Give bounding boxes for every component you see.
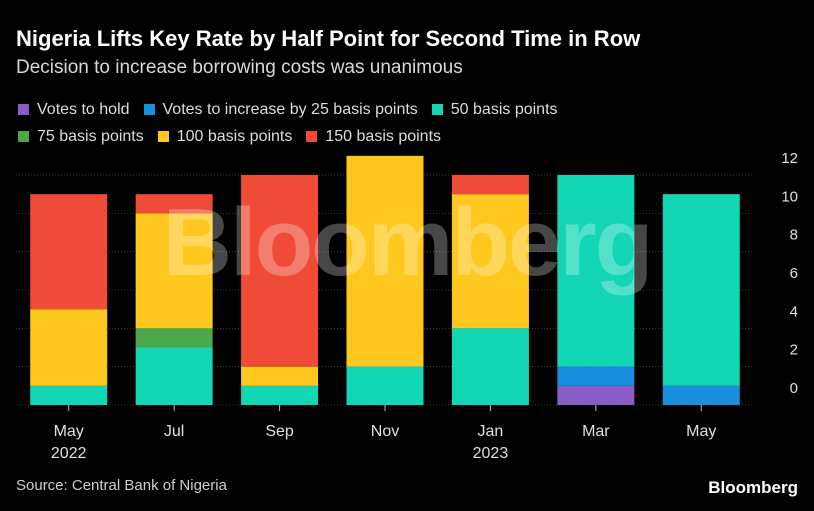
legend-label: 75 basis points bbox=[37, 127, 144, 145]
x-tick-label: Jan bbox=[478, 423, 504, 440]
x-tick-label: Sep bbox=[265, 423, 294, 440]
bar-segment bbox=[662, 385, 740, 405]
legend-item: 75 basis points bbox=[18, 128, 144, 146]
bar-segment bbox=[557, 385, 635, 405]
chart-subtitle: Decision to increase borrowing costs was… bbox=[16, 57, 463, 78]
y-tick-label: 12 bbox=[781, 150, 798, 167]
bar-segment bbox=[557, 175, 635, 367]
y-axis-ticks: 0 2 4 6 8 10 12 bbox=[781, 150, 798, 397]
bar-segment bbox=[135, 194, 213, 214]
bar-segment bbox=[30, 385, 108, 405]
bar-segment bbox=[557, 366, 635, 386]
y-tick-label: 2 bbox=[790, 342, 798, 359]
x-tick-label: Mar bbox=[582, 423, 610, 440]
x-tick-label: Nov bbox=[371, 423, 399, 440]
bar-segment bbox=[451, 194, 529, 329]
y-tick-label: 4 bbox=[790, 303, 798, 320]
bar-segment bbox=[135, 347, 213, 405]
legend-swatch bbox=[18, 131, 29, 142]
legend-swatch bbox=[143, 104, 155, 115]
legend-label: 50 basis points bbox=[450, 100, 558, 118]
y-tick-label: 6 bbox=[790, 265, 798, 282]
legend-item: Votes to increase by 25 basis points bbox=[143, 100, 418, 119]
legend-row: Votes to hold Votes to increase by 25 bas… bbox=[18, 96, 738, 123]
x-tick-label: 2022 bbox=[51, 445, 87, 462]
x-tick-label: May bbox=[686, 423, 716, 440]
bar-segment bbox=[451, 175, 529, 195]
stacked-bar-chart: 0 2 4 6 8 10 12 May 2022 Jul Sep Nov Jan 2023 Mar May bbox=[16, 150, 798, 462]
bars bbox=[30, 155, 740, 405]
bar-segment bbox=[135, 328, 213, 348]
legend-item: 150 basis points bbox=[306, 128, 441, 146]
legend-item: 50 basis points bbox=[431, 100, 558, 119]
bar-segment bbox=[662, 194, 740, 386]
x-tick-label: 2023 bbox=[473, 445, 509, 462]
bar-segment bbox=[241, 366, 319, 386]
bar-segment bbox=[451, 328, 529, 405]
bar-segment bbox=[346, 155, 424, 367]
legend-swatch bbox=[306, 131, 318, 142]
bloomberg-logo: Bloomberg bbox=[708, 478, 798, 497]
bar-segment bbox=[241, 385, 319, 405]
y-tick-label: 8 bbox=[790, 227, 798, 244]
source-note: Source: Central Bank of Nigeria bbox=[16, 477, 227, 494]
bar-segment bbox=[346, 366, 424, 405]
bar-segment bbox=[30, 309, 108, 386]
legend-label: 150 basis points bbox=[325, 127, 442, 145]
legend-swatch bbox=[18, 104, 29, 115]
bar-segment bbox=[30, 194, 108, 310]
bar-segment bbox=[135, 213, 213, 329]
x-tick-label: May bbox=[54, 423, 84, 440]
legend-label: 100 basis points bbox=[176, 127, 293, 145]
bar-segment bbox=[241, 175, 319, 367]
legend-label: Votes to increase by 25 basis points bbox=[162, 100, 418, 118]
x-axis-ticks: May 2022 Jul Sep Nov Jan 2023 Mar May bbox=[51, 405, 716, 462]
legend-label: Votes to hold bbox=[37, 100, 130, 118]
chart-title: Nigeria Lifts Key Rate by Half Point for… bbox=[16, 26, 641, 51]
legend-swatch bbox=[157, 131, 169, 142]
y-tick-label: 0 bbox=[790, 380, 798, 397]
legend-item: Votes to hold bbox=[18, 101, 130, 119]
legend-row: 75 basis points 100 basis points 150 basis… bbox=[18, 123, 738, 150]
legend: Votes to hold Votes to increase by 25 bas… bbox=[18, 96, 738, 150]
legend-swatch bbox=[431, 104, 443, 115]
legend-item: 100 basis points bbox=[157, 127, 293, 146]
x-tick-label: Jul bbox=[164, 423, 184, 440]
y-tick-label: 10 bbox=[781, 188, 798, 205]
